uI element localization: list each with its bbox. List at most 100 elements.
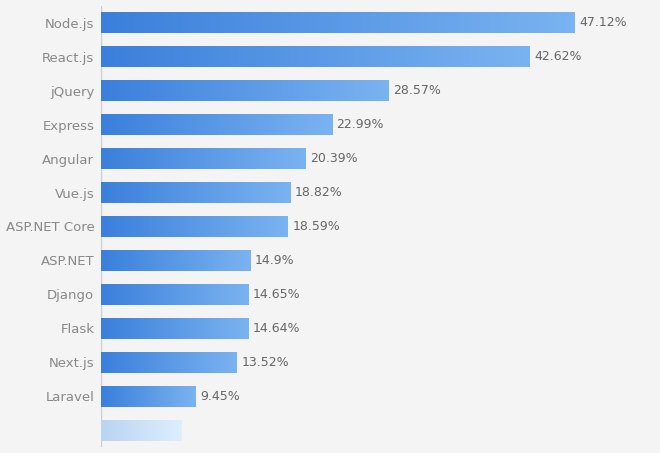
Bar [368,80,372,101]
Bar [191,12,196,33]
Bar [137,318,138,339]
Bar [176,318,178,339]
Bar [343,80,346,101]
Bar [222,352,224,373]
Bar [277,182,279,202]
Bar [117,420,118,441]
Bar [248,251,249,271]
Bar [269,216,271,237]
Bar [231,114,233,135]
Bar [253,12,258,33]
Bar [533,12,537,33]
Bar [249,182,251,202]
Bar [168,284,169,305]
Bar [284,148,286,169]
Bar [218,148,220,169]
Bar [125,318,126,339]
Bar [337,46,341,67]
Bar [247,216,249,237]
Bar [230,352,232,373]
Bar [131,318,132,339]
Bar [238,46,243,67]
Bar [179,182,181,202]
Bar [240,216,242,237]
Bar [108,114,111,135]
Bar [428,12,433,33]
Bar [236,352,238,373]
Bar [552,12,556,33]
Bar [165,352,166,373]
Bar [221,46,226,67]
Bar [106,114,108,135]
Bar [231,318,232,339]
Bar [177,420,178,441]
Bar [115,148,117,169]
Bar [160,284,162,305]
Bar [159,216,161,237]
Bar [111,12,116,33]
Bar [261,114,263,135]
Bar [141,386,142,407]
Bar [363,46,367,67]
Bar [101,352,103,373]
Bar [208,216,210,237]
Bar [357,12,362,33]
Bar [197,352,198,373]
Bar [170,46,174,67]
Bar [150,80,153,101]
Bar [199,284,200,305]
Bar [138,114,141,135]
Bar [101,80,104,101]
Bar [146,352,148,373]
Bar [113,284,115,305]
Bar [220,148,222,169]
Bar [208,148,210,169]
Bar [150,148,152,169]
Bar [240,182,242,202]
Bar [329,46,333,67]
Bar [232,284,234,305]
Bar [115,80,119,101]
Bar [372,80,374,101]
Bar [306,80,308,101]
Bar [242,251,244,271]
Bar [268,114,270,135]
Bar [107,352,108,373]
Bar [167,251,169,271]
Bar [193,216,195,237]
Bar [374,80,378,101]
Bar [296,80,300,101]
Bar [293,114,296,135]
Bar [213,114,214,135]
Bar [187,386,189,407]
Bar [230,216,232,237]
Bar [234,80,236,101]
Bar [319,114,321,135]
Bar [101,420,102,441]
Bar [236,114,238,135]
Bar [115,284,116,305]
Bar [222,80,225,101]
Bar [137,386,139,407]
Bar [119,80,121,101]
Bar [147,318,148,339]
Text: 13.52%: 13.52% [242,356,289,369]
Bar [214,114,217,135]
Bar [118,386,119,407]
Bar [220,251,221,271]
Bar [145,386,146,407]
Bar [160,251,161,271]
Bar [145,318,147,339]
Bar [106,284,107,305]
Bar [249,148,251,169]
Bar [150,284,151,305]
Bar [185,216,187,237]
Bar [176,420,177,441]
Bar [185,182,187,202]
Bar [161,46,166,67]
Bar [163,12,168,33]
Bar [274,80,277,101]
Bar [186,386,187,407]
Bar [400,12,405,33]
Bar [125,420,126,441]
